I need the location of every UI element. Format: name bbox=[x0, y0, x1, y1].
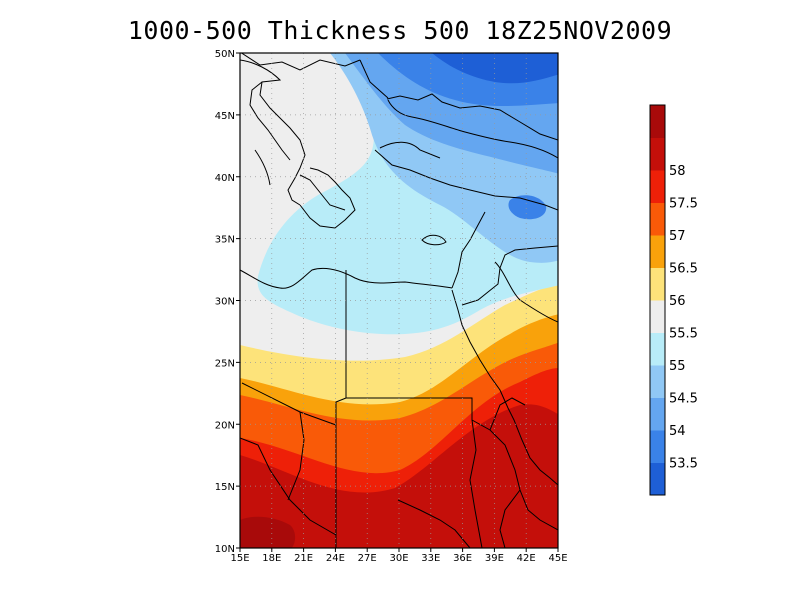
colorbar-segment bbox=[650, 202, 665, 236]
colorbar-label: 56.5 bbox=[669, 262, 698, 277]
lon-tick-label: 33E bbox=[421, 553, 440, 564]
coastlines bbox=[240, 53, 558, 548]
colorbar-segment bbox=[650, 462, 665, 496]
lon-tick-label: 27E bbox=[358, 553, 377, 564]
lon-tick-label: 18E bbox=[262, 553, 281, 564]
colorbar-segment bbox=[650, 365, 665, 398]
band-high-sw bbox=[240, 516, 295, 548]
lon-tick-label: 21E bbox=[294, 553, 313, 564]
lat-axis: 10N 15N 20N 25N 30N 35N 40N 45N 50N bbox=[215, 49, 240, 555]
lat-tick-label: 25N bbox=[215, 358, 235, 369]
colorbar-frame bbox=[649, 104, 666, 496]
colorbar-segment bbox=[650, 397, 665, 431]
band-53-5-east bbox=[508, 195, 547, 220]
lat-tick-label: 15N bbox=[215, 482, 235, 493]
colorbar-segment bbox=[650, 430, 665, 463]
lon-tick-label: 30E bbox=[389, 553, 408, 564]
colorbar-label: 53.5 bbox=[669, 457, 698, 472]
graticule bbox=[240, 53, 558, 548]
colorbar-segment bbox=[650, 332, 665, 366]
lon-tick-label: 39E bbox=[485, 553, 504, 564]
lon-axis: 15E 18E 21E 24E 27E 30E 33E 36E 39E 42E 45E bbox=[230, 548, 568, 564]
colorbar: 53.5 54 54.5 55 55.5 56 56.5 57 57.5 58 bbox=[649, 104, 698, 496]
band-low bbox=[432, 53, 558, 84]
lat-tick-label: 20N bbox=[215, 420, 235, 431]
colorbar-label: 54.5 bbox=[669, 392, 698, 407]
colorbar-segment bbox=[650, 267, 665, 301]
lat-tick-label: 30N bbox=[215, 297, 235, 308]
colorbar-label: 58 bbox=[669, 164, 686, 179]
colorbar-label: 56 bbox=[669, 294, 686, 309]
colorbar-segment bbox=[650, 300, 665, 333]
map-title: 1000-500 Thickness 500 18Z25NOV2009 bbox=[127, 16, 673, 45]
contour-fill bbox=[240, 53, 558, 548]
colorbar-label: 54 bbox=[669, 424, 686, 439]
colorbar-label: 55 bbox=[669, 359, 686, 374]
colorbar-label: 55.5 bbox=[669, 327, 698, 342]
lat-tick-label: 40N bbox=[215, 173, 235, 184]
colorbar-segment bbox=[650, 137, 665, 171]
lat-tick-label: 50N bbox=[215, 49, 235, 60]
colorbar-label: 57.5 bbox=[669, 197, 698, 212]
colorbar-segment bbox=[650, 235, 665, 268]
lat-tick-label: 10N bbox=[215, 544, 235, 555]
lon-tick-label: 45E bbox=[548, 553, 567, 564]
lat-tick-label: 45N bbox=[215, 111, 235, 122]
colorbar-segment bbox=[650, 105, 665, 138]
lat-tick-label: 35N bbox=[215, 235, 235, 246]
lon-tick-label: 36E bbox=[453, 553, 472, 564]
colorbar-segment bbox=[650, 170, 665, 203]
lon-tick-label: 42E bbox=[517, 553, 536, 564]
lon-tick-label: 24E bbox=[326, 553, 345, 564]
lon-tick-label: 15E bbox=[230, 553, 249, 564]
colorbar-label: 57 bbox=[669, 229, 686, 244]
